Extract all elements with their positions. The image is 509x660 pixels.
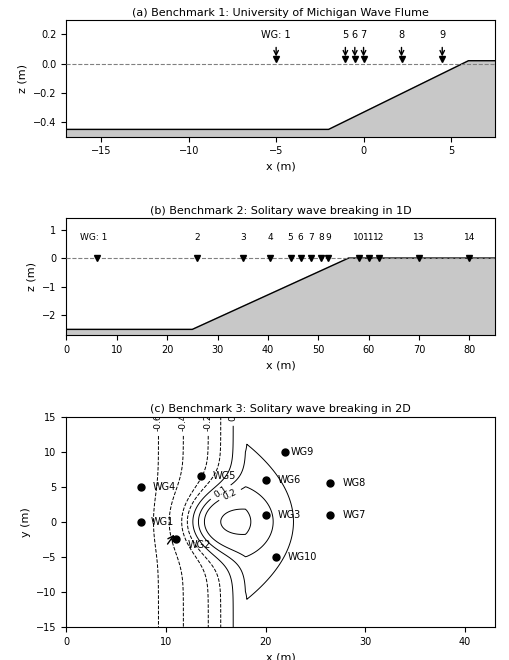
Text: 8: 8: [317, 234, 323, 242]
Text: WG9: WG9: [290, 447, 313, 457]
Text: 10: 10: [352, 234, 363, 242]
Text: 0: 0: [228, 415, 237, 421]
Polygon shape: [66, 258, 494, 358]
Text: -0.2: -0.2: [204, 413, 212, 431]
Text: 6: 6: [351, 30, 357, 40]
X-axis label: x (m): x (m): [265, 360, 295, 370]
Y-axis label: z (m): z (m): [17, 64, 27, 93]
Title: (c) Benchmark 3: Solitary wave breaking in 2D: (c) Benchmark 3: Solitary wave breaking …: [150, 405, 410, 414]
Text: 2: 2: [194, 234, 200, 242]
Y-axis label: y (m): y (m): [20, 507, 31, 537]
Text: WG2: WG2: [187, 540, 211, 550]
Text: WG: 1: WG: 1: [261, 30, 290, 40]
Text: WG4: WG4: [153, 482, 176, 492]
Text: 11: 11: [362, 234, 374, 242]
Y-axis label: z (m): z (m): [26, 262, 37, 291]
X-axis label: x (m): x (m): [265, 162, 295, 172]
Title: (b) Benchmark 2: Solitary wave breaking in 1D: (b) Benchmark 2: Solitary wave breaking …: [150, 206, 410, 216]
Text: 3: 3: [239, 234, 245, 242]
Text: WG10: WG10: [287, 552, 316, 562]
Text: WG8: WG8: [342, 478, 365, 488]
Text: 7: 7: [307, 234, 313, 242]
Text: 6: 6: [297, 234, 303, 242]
Polygon shape: [66, 61, 494, 203]
Text: 13: 13: [412, 234, 424, 242]
Text: 9: 9: [325, 234, 331, 242]
Title: (a) Benchmark 1: University of Michigan Wave Flume: (a) Benchmark 1: University of Michigan …: [132, 8, 428, 18]
Text: WG7: WG7: [342, 510, 365, 520]
Text: 5: 5: [342, 30, 348, 40]
Text: -0.4: -0.4: [179, 413, 187, 431]
Text: WG3: WG3: [277, 510, 300, 520]
Text: WG5: WG5: [212, 471, 236, 481]
Text: 7: 7: [360, 30, 366, 40]
Text: WG1: WG1: [151, 517, 174, 527]
Text: -0.6: -0.6: [154, 413, 163, 431]
Text: WG: 1: WG: 1: [80, 234, 107, 242]
Text: 9: 9: [438, 30, 444, 40]
Text: 0.1: 0.1: [212, 484, 229, 500]
Text: 5: 5: [287, 234, 293, 242]
Text: 0.2: 0.2: [221, 488, 238, 502]
Text: 14: 14: [463, 234, 474, 242]
Text: 4: 4: [267, 234, 273, 242]
Text: 8: 8: [398, 30, 404, 40]
Text: WG6: WG6: [277, 475, 300, 484]
Text: 12: 12: [373, 234, 384, 242]
X-axis label: x (m): x (m): [265, 652, 295, 660]
